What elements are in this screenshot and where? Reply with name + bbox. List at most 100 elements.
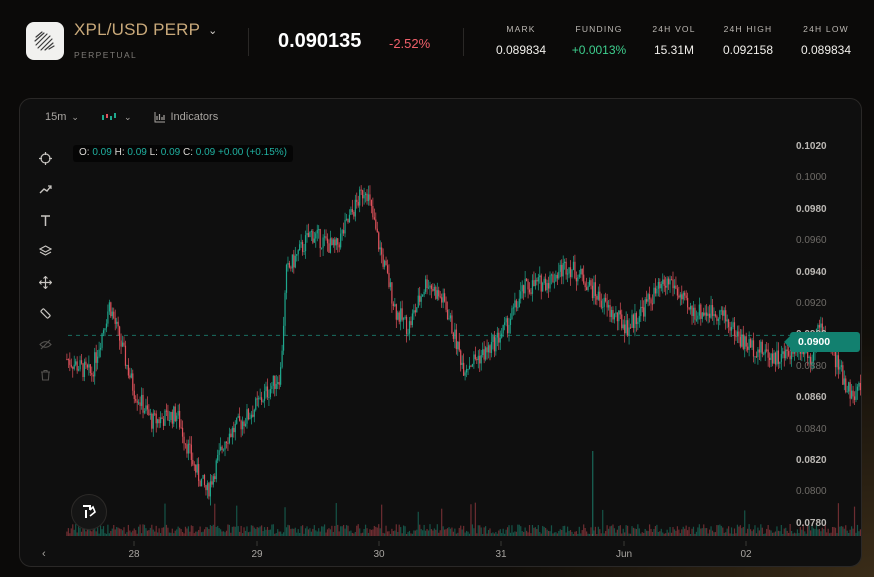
candle-body	[736, 331, 739, 337]
candle-body	[189, 443, 191, 445]
candle-body	[521, 285, 523, 292]
volume-bar	[793, 532, 796, 536]
volume-bar	[326, 529, 329, 536]
candle-body	[597, 291, 599, 300]
volume-bar	[632, 527, 635, 536]
volume-bar	[430, 529, 433, 536]
volume-bar	[104, 533, 106, 536]
crosshair-icon[interactable]	[36, 149, 54, 167]
candle-body	[670, 279, 673, 281]
volume-bar	[388, 531, 390, 536]
volume-bar	[217, 525, 219, 536]
candle-body	[76, 361, 78, 371]
text-icon[interactable]	[36, 211, 54, 229]
indicators-button[interactable]: Indicators	[154, 111, 218, 123]
trend-line-icon[interactable]	[36, 180, 54, 198]
volume-bar	[514, 531, 516, 536]
volume-bar	[341, 526, 343, 536]
volume-bar	[575, 531, 577, 536]
chart-brand-button[interactable]	[71, 494, 107, 530]
hide-icon[interactable]	[36, 335, 54, 353]
candle-body	[452, 333, 454, 339]
chart-type-selector[interactable]: ⌄	[101, 112, 132, 123]
measure-icon[interactable]	[36, 304, 54, 322]
candle-body	[668, 278, 670, 285]
volume-bar	[646, 530, 648, 536]
candle-body	[442, 293, 444, 303]
ohlc-low-label: L:	[149, 147, 158, 158]
candle-body	[588, 280, 591, 286]
volume-bar	[155, 525, 157, 536]
layers-icon[interactable]	[36, 242, 54, 260]
volume-bar	[132, 530, 134, 536]
candle-body	[307, 233, 310, 238]
candle-body	[730, 326, 733, 331]
candle-body	[296, 254, 298, 256]
candle-body	[593, 282, 595, 299]
candle-body	[859, 382, 861, 391]
candle-body	[303, 251, 305, 253]
candle-body	[391, 282, 393, 304]
candle-body	[284, 292, 286, 326]
volume-bar	[795, 533, 797, 536]
volume-bar	[657, 532, 659, 536]
trash-icon[interactable]	[36, 366, 54, 384]
volume-bar	[224, 532, 226, 536]
candle-body	[266, 386, 269, 398]
volume-bar	[372, 529, 374, 536]
candle-body	[542, 282, 544, 292]
volume-bar	[771, 532, 774, 536]
volume-bar	[192, 526, 194, 536]
candle-body	[591, 285, 594, 299]
candle-body	[449, 315, 452, 319]
candle-body	[91, 372, 93, 375]
volume-bar	[708, 529, 711, 536]
candle-body	[631, 314, 633, 328]
candle-body	[640, 306, 642, 317]
volume-bar	[707, 533, 709, 536]
volume-bar	[460, 525, 462, 536]
candle-body	[209, 481, 211, 497]
interval-selector[interactable]: 15m ⌄	[45, 111, 79, 123]
volume-bar	[95, 531, 97, 536]
volume-bar	[322, 526, 324, 536]
stat-funding: FUNDING +0.0013%	[569, 24, 629, 57]
volume-bar	[138, 526, 140, 536]
volume-bar	[684, 528, 686, 536]
volume-bar	[72, 524, 74, 536]
candle-body	[511, 308, 513, 319]
volume-bar	[685, 525, 687, 536]
volume-bar	[594, 526, 597, 536]
candle-body	[356, 199, 358, 202]
candle-body	[594, 282, 597, 297]
price-axis[interactable]: 0.10200.10000.09800.09600.09400.09200.09…	[796, 99, 856, 566]
market-selector[interactable]: XPL/USD PERP ⌄	[74, 20, 218, 40]
volume-bar	[669, 526, 671, 536]
candle-body	[788, 351, 790, 356]
candle-body	[315, 233, 317, 239]
volume-bar	[716, 525, 718, 536]
candle-body	[776, 350, 778, 365]
candle-body	[338, 244, 340, 248]
volume-bar	[101, 529, 103, 536]
volume-bar	[162, 527, 165, 536]
candle-body	[331, 238, 333, 246]
candle-body	[583, 274, 585, 284]
volume-bar	[161, 527, 163, 536]
candle-body	[723, 310, 725, 316]
move-icon[interactable]	[36, 273, 54, 291]
candle-body	[745, 336, 747, 347]
volume-bar	[70, 528, 72, 536]
volume-bar	[504, 533, 506, 536]
scroll-left-button[interactable]: ‹	[42, 548, 46, 560]
volume-bar	[400, 527, 402, 536]
volume-bar	[493, 533, 495, 536]
candle-body	[812, 352, 815, 362]
volume-bar	[350, 530, 352, 536]
price-chart[interactable]	[20, 99, 862, 567]
candle-body	[849, 382, 851, 399]
candle-body	[501, 333, 503, 338]
volume-bar	[227, 524, 229, 536]
candle-body	[610, 310, 613, 318]
volume-bar	[651, 531, 654, 536]
